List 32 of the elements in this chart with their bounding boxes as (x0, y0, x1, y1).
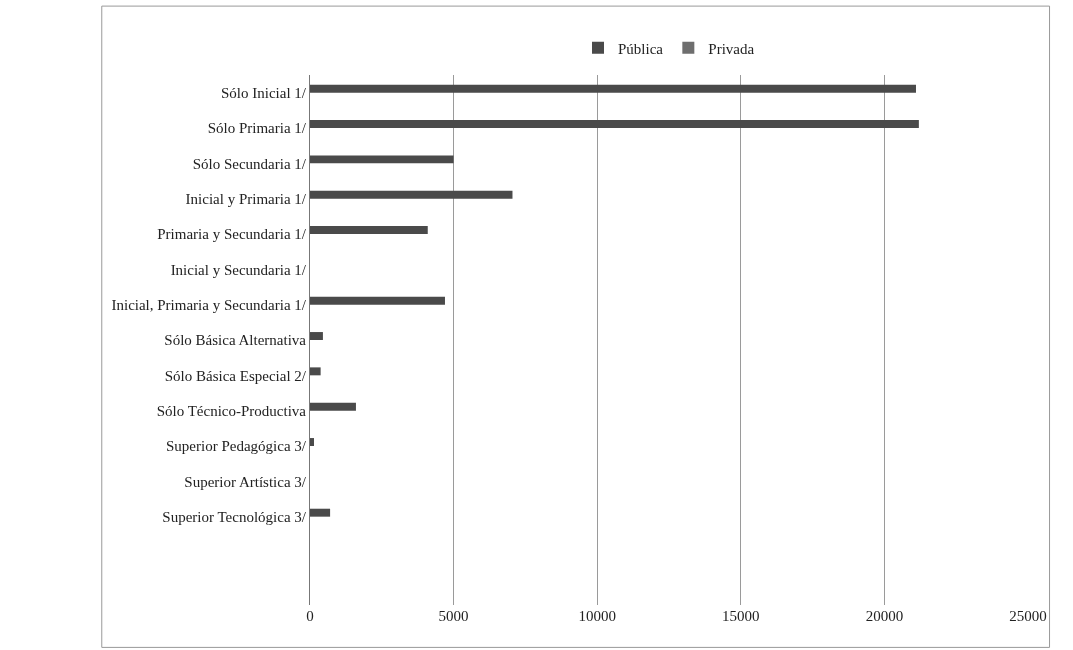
x-tick-label: 0 (306, 608, 314, 624)
bar (310, 508, 331, 517)
x-tick-label: 25000 (1009, 608, 1047, 624)
y-tick-label: Primaria y Secundaria 1/ (157, 226, 307, 243)
bar (310, 226, 428, 234)
legend-label: Pública (618, 40, 664, 57)
bar (310, 155, 454, 164)
x-tick-label: 10000 (578, 608, 616, 624)
y-tick-label: Superior Pedagógica 3/ (166, 438, 307, 455)
bar (310, 190, 513, 199)
y-tick-label: Sólo Secundaria 1/ (192, 155, 307, 172)
y-tick-label: Inicial y Primaria 1/ (185, 190, 307, 207)
bar (310, 332, 323, 340)
bar (310, 367, 321, 376)
y-tick-label: Superior Artística 3/ (184, 473, 307, 490)
y-tick-label: Sólo Básica Alternativa (164, 332, 307, 349)
x-tick-label: 5000 (438, 608, 469, 624)
legend-label: Privada (708, 40, 755, 57)
y-tick-label: Sólo Inicial 1/ (221, 84, 307, 101)
bar (310, 402, 356, 411)
y-tick-label: Sólo Técnico-Productiva (156, 402, 307, 419)
y-tick-label: Superior Tecnológica 3/ (162, 508, 307, 525)
y-tick-label: Sólo Básica Especial 2/ (164, 367, 307, 384)
y-tick-label: Sólo Primaria 1/ (207, 120, 307, 137)
x-tick-label: 15000 (722, 608, 760, 624)
bar (310, 84, 916, 93)
bar (310, 296, 445, 305)
y-tick-label: Inicial, Primaria y Secundaria 1/ (111, 296, 307, 313)
x-tick-label: 20000 (865, 608, 904, 624)
y-tick-label: Inicial y Secundaria 1/ (170, 261, 307, 278)
bar (310, 438, 315, 446)
bar (310, 120, 919, 128)
